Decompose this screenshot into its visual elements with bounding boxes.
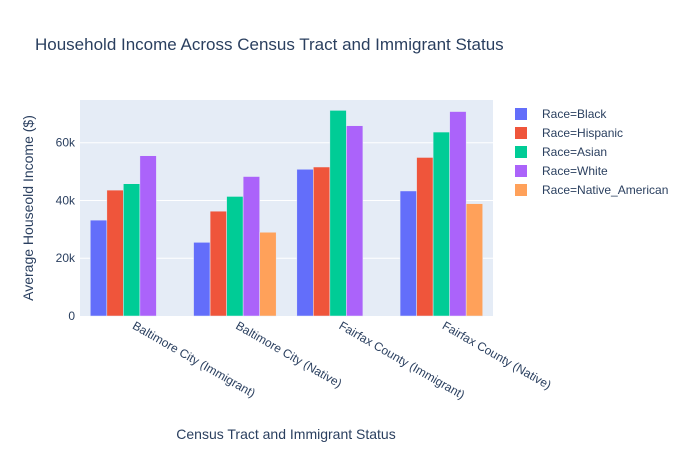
bar [123, 183, 141, 317]
bar [296, 169, 314, 317]
legend-label: Race=Asian [542, 145, 607, 159]
bar [346, 125, 364, 317]
bar [209, 210, 227, 317]
y-axis-title: Average Houseold Income ($) [20, 115, 36, 301]
bar [329, 110, 347, 317]
bar [193, 242, 211, 317]
legend-swatch [515, 108, 527, 120]
legend-swatch [515, 146, 527, 158]
y-tick-label: 20k [56, 251, 76, 265]
y-tick-label: 40k [56, 193, 76, 207]
legend-label: Race=Black [542, 107, 607, 121]
legend: Race=Black Race=Hispanic Race=Asian Race=Wh… [515, 107, 668, 197]
bar [139, 155, 157, 317]
legend-label: Race=Native_American [542, 183, 668, 197]
bar [432, 131, 450, 317]
bar [90, 219, 108, 317]
bar [399, 190, 417, 317]
bar [226, 196, 244, 317]
y-axis-ticks: 0 20k 40k 60k [56, 136, 76, 323]
bar [259, 232, 277, 317]
legend-swatch [515, 165, 527, 177]
y-tick-label: 60k [56, 136, 76, 150]
bar [106, 189, 124, 317]
legend-label: Race=White [542, 164, 608, 178]
bar [465, 203, 483, 317]
bar [313, 166, 331, 317]
y-tick-label: 0 [68, 309, 75, 323]
chart-title: Household Income Across Census Tract and… [35, 35, 504, 54]
legend-label: Race=Hispanic [542, 126, 623, 140]
bars [90, 110, 483, 317]
bar [242, 176, 260, 317]
legend-swatch [515, 127, 527, 139]
x-axis-title: Census Tract and Immigrant Status [176, 426, 395, 442]
legend-swatch [515, 184, 527, 196]
bar [416, 157, 434, 317]
bar [449, 111, 467, 317]
